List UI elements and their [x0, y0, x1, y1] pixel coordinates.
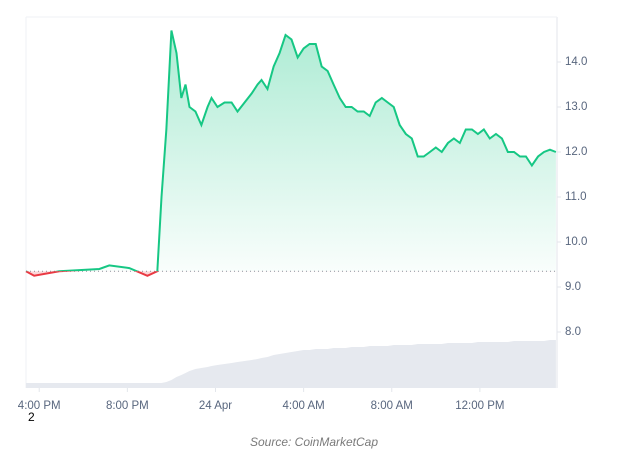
x-tick-label: 4:00 AM	[283, 400, 325, 412]
volume-area	[26, 340, 556, 388]
y-tick-label: 14.0	[565, 56, 587, 68]
y-tick-label: 11.0	[565, 191, 587, 203]
y-tick-label: 9.0	[565, 281, 581, 293]
y-tick-label: 10.0	[565, 236, 587, 248]
x-tick-label: 4:00 PM	[18, 400, 61, 412]
annotation: 2	[28, 410, 35, 424]
y-tick-label: 12.0	[565, 146, 587, 158]
x-tick-label: 24 Apr	[199, 400, 232, 412]
y-tick-label: 13.0	[565, 101, 587, 113]
y-tick-label: 8.0	[565, 326, 581, 338]
x-tick-label: 8:00 AM	[371, 400, 413, 412]
area-up	[26, 30, 556, 272]
source: Source: CoinMarketCap	[250, 435, 378, 449]
x-tick-label: 8:00 PM	[106, 400, 149, 412]
x-tick-label: 12:00 PM	[455, 400, 504, 412]
price-line-up	[26, 30, 557, 272]
